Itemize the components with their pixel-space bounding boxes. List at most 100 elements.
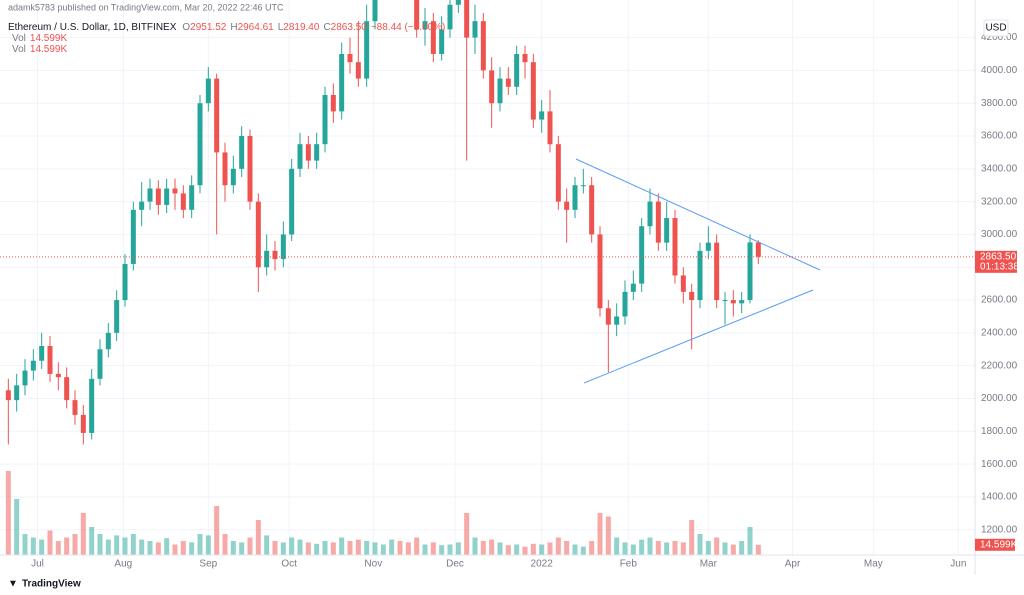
- change: −88.44 (−3.00%): [371, 22, 446, 33]
- candle-body: [55, 373, 61, 378]
- volume-bar: [389, 539, 395, 555]
- volume-value: 14.599K: [30, 44, 68, 55]
- volume-bar: [572, 544, 578, 555]
- y-tick-label: 2200.00: [981, 360, 1018, 371]
- candle-body: [639, 226, 645, 284]
- logo-mark: ▼: [8, 579, 18, 590]
- volume-bar: [14, 499, 20, 555]
- candle-body: [464, 0, 470, 38]
- volume-bar: [172, 544, 178, 555]
- volume-bar: [530, 543, 536, 555]
- last-price-label: 2863.50: [980, 251, 1017, 262]
- candle-body: [680, 275, 686, 292]
- y-tick-label: 2000.00: [981, 393, 1018, 404]
- volume-bar: [105, 539, 111, 555]
- candle-body: [322, 94, 328, 145]
- ohlc-value: 2964.61: [238, 22, 275, 33]
- currency-box[interactable]: [983, 19, 1009, 37]
- volume-layer: [5, 471, 761, 555]
- volume-last-box: [975, 538, 1015, 551]
- candle-body: [339, 53, 345, 112]
- volume-bar: [630, 544, 636, 555]
- logo: ▼ TradingView: [8, 579, 81, 590]
- volume-bar: [564, 541, 570, 555]
- volume-bar: [147, 541, 153, 555]
- ohlc-value: 2863.50: [331, 22, 368, 33]
- candle-body: [122, 263, 128, 301]
- candle-body: [14, 385, 20, 401]
- volume-bar: [205, 535, 211, 555]
- volume-bar: [447, 544, 453, 555]
- candle-body: [22, 370, 28, 386]
- volume-bar: [64, 537, 70, 555]
- volume-bar: [189, 542, 195, 555]
- candle-body: [97, 349, 103, 379]
- candle-body: [439, 29, 445, 54]
- candle-body: [630, 283, 636, 292]
- candle-body: [130, 209, 136, 264]
- candle-body: [155, 188, 161, 205]
- candle-body: [664, 218, 670, 243]
- y-tick-label: 2400.00: [981, 328, 1018, 339]
- candle-body: [364, 21, 370, 79]
- volume-legend: Vol 14.599K: [12, 33, 67, 44]
- candle-body: [572, 185, 578, 210]
- currency: USD: [985, 23, 1006, 34]
- y-tick-label: 3800.00: [981, 98, 1018, 109]
- candle-body: [114, 300, 120, 333]
- candle-body: [489, 70, 495, 104]
- x-tick-label: Nov: [364, 559, 382, 570]
- volume-bar: [347, 541, 353, 555]
- candle-body: [739, 300, 745, 304]
- volume-bar: [664, 542, 670, 555]
- volume-bar: [130, 534, 136, 555]
- candle-body: [722, 300, 728, 302]
- volume-bar: [622, 542, 628, 555]
- volume-bar: [80, 513, 86, 555]
- y-tick-label: 1800.00: [981, 426, 1018, 437]
- candle-body: [314, 144, 320, 161]
- candle-body: [430, 21, 436, 54]
- last-price-box: [975, 250, 1017, 273]
- volume-legend: Vol 14.599K: [12, 44, 67, 55]
- candle-body: [597, 234, 603, 309]
- candle-body: [472, 21, 478, 38]
- candle-body: [230, 168, 236, 186]
- candle-body: [330, 94, 336, 112]
- volume-legends: Vol 14.599K Vol 14.599K: [12, 33, 67, 55]
- y-tick-label: 1600.00: [981, 459, 1018, 470]
- volume-bar: [364, 541, 370, 555]
- symbol: Ethereum / U.S. Dollar, 1D, BITFINEX: [8, 22, 177, 33]
- candle-body: [714, 242, 720, 301]
- candle-body: [147, 188, 153, 202]
- x-tick-label: Dec: [446, 559, 464, 570]
- volume-bar: [197, 534, 203, 555]
- candle-body: [189, 185, 195, 210]
- volume-bar: [139, 539, 145, 555]
- volume-bar: [589, 541, 595, 555]
- candle-body: [622, 291, 628, 317]
- x-tick-label: Sep: [199, 559, 217, 570]
- volume-bar: [380, 544, 386, 555]
- volume-bar: [714, 537, 720, 555]
- candle-body: [72, 400, 78, 415]
- volume-bar: [247, 537, 253, 555]
- footer: TradingView: [22, 579, 81, 590]
- candle-body: [305, 144, 311, 161]
- candle-body: [80, 414, 86, 433]
- candle-body: [30, 360, 36, 371]
- volume-bar: [514, 544, 520, 555]
- ohlc-key: H: [230, 22, 237, 33]
- axes: 1200.00 1400.00 1600.00 1800.00 2000.00 2200.…: [31, 32, 1017, 569]
- candle-body: [589, 185, 595, 235]
- trendline-upper: [575, 158, 821, 271]
- volume-bar: [547, 542, 553, 555]
- symbol-legend: Ethereum / U.S. Dollar, 1D, BITFINEX O295…: [8, 22, 445, 33]
- publisher: adamk5783 published on TradingView.com, …: [8, 2, 284, 12]
- candle-body: [180, 193, 186, 210]
- candle-body: [414, 0, 420, 30]
- candle-body: [105, 332, 111, 350]
- candle-body: [689, 291, 695, 301]
- volume-value: 14.599K: [30, 33, 68, 44]
- volume-bar: [439, 545, 445, 555]
